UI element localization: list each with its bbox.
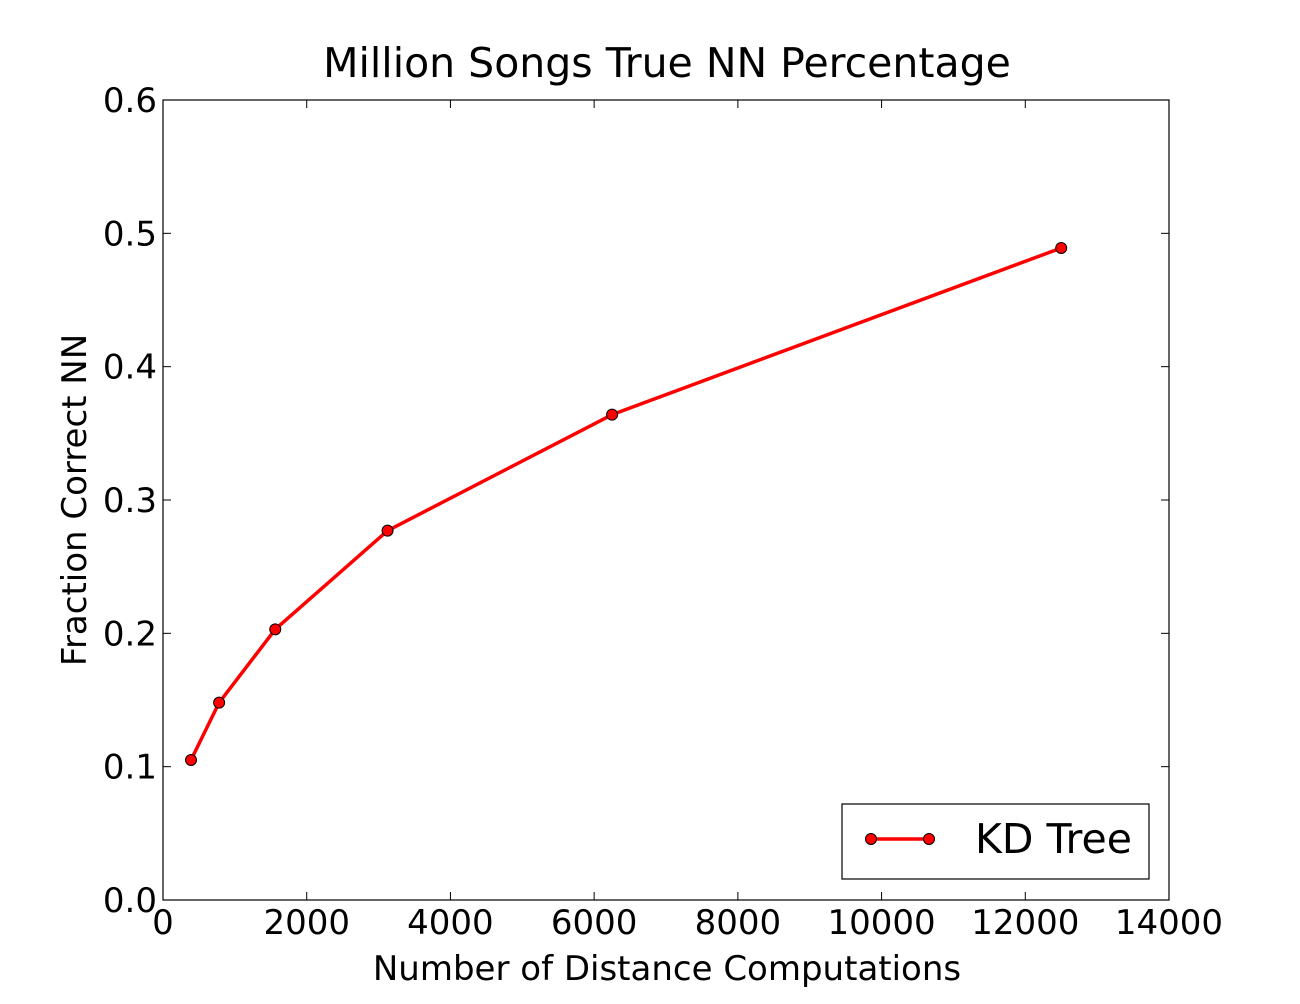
series-line-kd-tree (189, 246, 1062, 761)
y-tick-label: 0.2 (103, 614, 157, 654)
legend-label: KD Tree (975, 815, 1132, 863)
y-axis-label: Fraction Correct NN (55, 334, 95, 666)
chart-title: Million Songs True NN Percentage (323, 39, 1011, 87)
x-tick-label: 0 (152, 903, 174, 943)
x-axis-label: Number of Distance Computations (373, 949, 961, 989)
x-tick-label: 14000 (1115, 903, 1223, 943)
data-point (269, 623, 282, 636)
legend-marker (865, 833, 877, 845)
y-tick-label: 0.0 (103, 881, 157, 921)
data-point (185, 754, 198, 766)
y-tick-label: 0.3 (103, 481, 157, 521)
legend-marker (923, 833, 935, 845)
x-tick-label: 10000 (827, 903, 935, 943)
x-tick-label: 6000 (551, 903, 638, 943)
legend-box (841, 803, 1150, 880)
y-tick-label: 0.4 (103, 348, 157, 388)
x-tick-label: 12000 (971, 903, 1079, 943)
legend: KD Tree (841, 803, 1150, 880)
x-tick-label: 2000 (263, 903, 350, 943)
plot-area-frame (162, 99, 1170, 901)
y-tick-label: 0.6 (103, 81, 157, 121)
data-point (381, 524, 394, 537)
y-tick-label: 0.5 (103, 214, 157, 254)
data-point (213, 696, 226, 709)
x-tick-label: 8000 (695, 903, 782, 943)
axes: 0 2000 4000 6000 8000 10000 12000 14000 0.0 0.1 0.… (103, 81, 1223, 943)
data-point (1055, 242, 1068, 254)
y-tick-label: 0.1 (103, 748, 157, 788)
x-tick-label: 4000 (407, 903, 494, 943)
series-layer (185, 242, 1068, 766)
data-point (606, 408, 619, 421)
